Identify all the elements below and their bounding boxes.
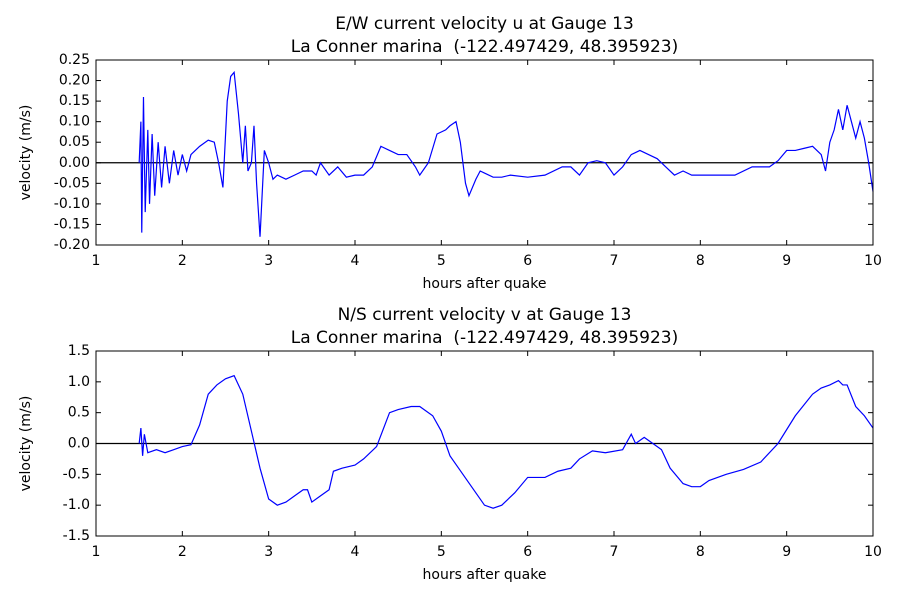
y-axis-label: velocity (m/s) [18,396,34,492]
y-tick-label: -0.15 [54,216,90,232]
x-tick-label: 4 [351,544,360,560]
chart-subtitle: La Conner marina (-122.497429, 48.395923… [291,37,679,57]
y-tick-label: -0.5 [63,466,90,482]
y-axis-label: velocity (m/s) [18,105,34,201]
y-tick-label: 0.20 [59,73,90,89]
data-line [138,70,874,237]
y-tick-label: 0.15 [59,93,90,109]
y-tick-label: -0.10 [54,196,90,212]
y-tick-label: -0.20 [54,237,90,253]
y-tick-label: -1.0 [63,497,90,513]
x-tick-label: 6 [523,253,532,269]
plot-frame [95,350,874,537]
x-tick-label: 2 [178,544,187,560]
y-tick-label: -0.05 [54,175,90,191]
y-tick-label: 0.5 [68,405,90,421]
x-tick-label: 5 [437,253,446,269]
x-tick-label: 5 [437,544,446,560]
x-tick-label: 8 [696,544,705,560]
x-axis-label: hours after quake [423,567,547,583]
y-tick-label: -1.5 [63,528,90,544]
x-tick-label: 9 [782,544,791,560]
y-tick-label: 0.05 [59,134,90,150]
x-tick-label: 3 [264,544,273,560]
x-tick-label: 8 [696,253,705,269]
x-tick-label: 7 [610,253,619,269]
plot-frame [95,59,874,246]
x-tick-label: 10 [864,544,882,560]
y-tick-label: 1.5 [68,343,90,359]
x-tick-label: 10 [864,253,882,269]
x-tick-label: 2 [178,253,187,269]
y-tick-label: 0.0 [68,436,90,452]
x-tick-label: 6 [523,544,532,560]
x-tick-label: 7 [610,544,619,560]
chart-subtitle: La Conner marina (-122.497429, 48.395923… [291,328,679,348]
chart-title: E/W current velocity u at Gauge 13 [335,14,634,34]
x-axis-label: hours after quake [423,276,547,292]
y-tick-label: 0.25 [59,52,90,68]
y-tick-label: 1.0 [68,374,90,390]
y-tick-label: 0.00 [59,155,90,171]
x-tick-label: 9 [782,253,791,269]
chart-title: N/S current velocity v at Gauge 13 [338,305,632,325]
x-tick-label: 1 [92,544,101,560]
x-tick-label: 3 [264,253,273,269]
x-tick-label: 1 [92,253,101,269]
x-tick-label: 4 [351,253,360,269]
y-tick-label: 0.10 [59,114,90,130]
data-line [138,374,874,509]
